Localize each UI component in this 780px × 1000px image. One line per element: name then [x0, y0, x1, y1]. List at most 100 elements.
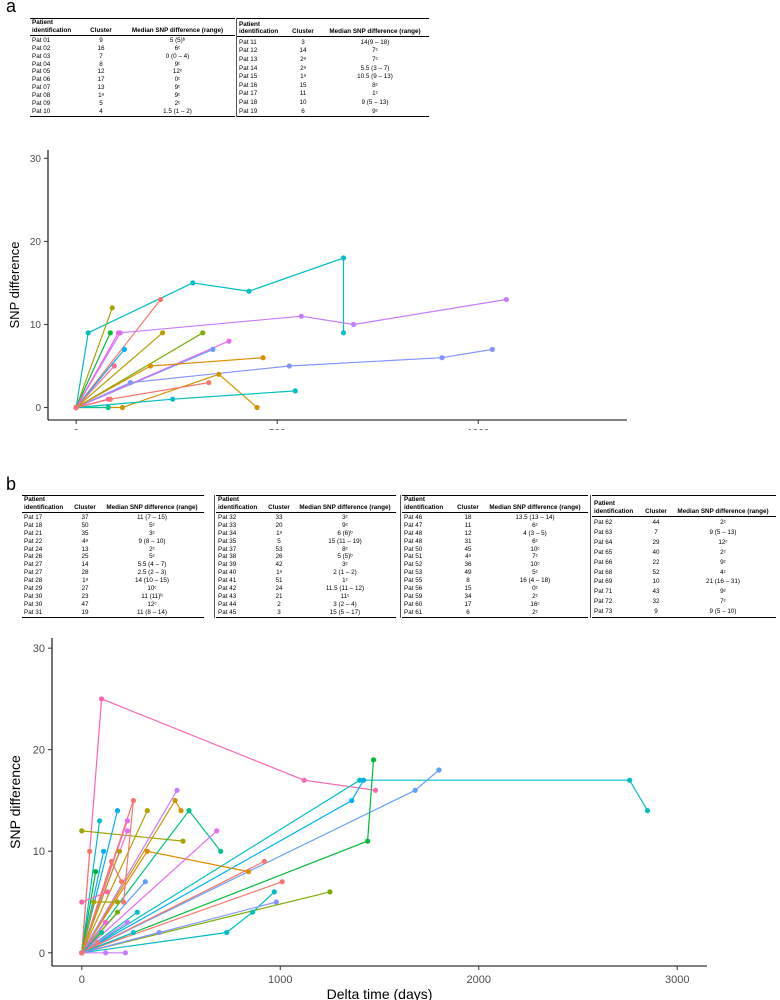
data-point-d18: [124, 818, 130, 824]
cluster-cell: 1ᵃ: [276, 529, 282, 537]
cluster-cell: 9: [99, 36, 103, 44]
cluster-cell: 50: [81, 521, 89, 529]
data-point-d7: [224, 929, 230, 936]
data-point-c15: [119, 404, 125, 411]
cluster-cell: 1ᵃ: [300, 73, 306, 81]
median-snp-cell: 9ᶜ: [174, 60, 181, 68]
data-point-c14: [260, 355, 266, 361]
median-snp-cell: 2ᶜ: [720, 519, 726, 527]
data-point-c4: [109, 305, 115, 311]
table-row: Pat 48 12 4 (3 – 5): [402, 530, 588, 538]
data-point-d10: [144, 848, 150, 854]
patient-cell: Pat 03: [32, 52, 51, 60]
cluster-cell: 9: [654, 608, 658, 615]
series-line-d2: [81, 779, 649, 954]
cluster-cell: 32: [652, 598, 660, 606]
table-row: Pat 30 23 11 (11)ᵇ: [22, 593, 204, 601]
data-point-d2: [357, 777, 363, 783]
patient-cell: Pat 45: [218, 609, 237, 617]
chart-b: 0 10 20 30 0 1000 2000 3000 Delta time (days) SNP…: [7, 638, 707, 1000]
data-point-d16: [218, 848, 224, 854]
data-point-d13: [172, 797, 178, 804]
median-snp-cell: 9 (8 – 10): [138, 537, 166, 545]
data-point-d19: [120, 899, 127, 905]
patient-cell: Pat 34: [218, 529, 237, 537]
series-line-d14: [81, 789, 178, 954]
x-tick-label: 0: [79, 974, 85, 986]
patient-cell: Pat 71: [594, 588, 613, 596]
cluster-cell: 10: [652, 578, 660, 586]
table-row: Pat 27 28 2.5 (2 – 3): [22, 569, 204, 577]
cluster-cell: 4ᵃ: [465, 553, 471, 561]
median-snp-cell: 9ᶜ: [342, 521, 348, 529]
table-divider: [236, 18, 237, 117]
median-snp-cell: 5ᶜ: [149, 521, 155, 529]
snp-table-b-1: Patient identification Cluster Median SNP …: [22, 495, 204, 618]
table-row: Pat 40 1ᵃ 2 (1 – 2): [216, 569, 396, 577]
cluster-cell: 33: [275, 513, 283, 521]
median-snp-cell: 16ᶜ: [530, 601, 540, 609]
header-cluster: Cluster: [264, 495, 294, 513]
data-point-d30: [114, 909, 121, 915]
patient-cell: Pat 61: [404, 609, 423, 617]
patient-cell: Pat 32: [218, 513, 237, 521]
data-point-c1: [340, 330, 347, 336]
median-snp-cell: 9ᶜ: [174, 92, 181, 100]
data-point-d3: [436, 767, 442, 773]
patient-cell: Pat 39: [218, 561, 237, 569]
y-tick-label: 30: [30, 154, 42, 165]
median-snp-cell: 9 (5 – 13): [709, 529, 737, 537]
data-point-d11: [279, 879, 285, 885]
cluster-cell: 49: [464, 569, 472, 577]
median-snp-cell: 12ᶜ: [172, 68, 183, 76]
cluster-cell: 3: [277, 609, 281, 617]
data-point-d12: [79, 828, 85, 834]
table-row: Pat 73 9 9 (5 – 10): [592, 607, 776, 618]
data-point-d25: [87, 848, 93, 854]
y-tick-label: 10: [30, 320, 42, 331]
header-median: Median SNP difference (range): [670, 495, 776, 517]
patient-cell: Pat 07: [32, 84, 51, 92]
data-point-d2: [627, 777, 633, 783]
median-snp-cell: 3ᶜ: [342, 513, 348, 521]
data-point-d21: [97, 818, 103, 824]
cluster-cell: 37: [81, 513, 89, 521]
table-row: Pat 10 4 1.5 (1 – 2): [30, 108, 235, 116]
series-line-d1: [81, 698, 376, 953]
table-row: Pat 72 32 7ᶜ: [592, 597, 776, 607]
patient-cell: Pat 06: [32, 76, 51, 84]
table-row: Pat 59 34 2ᶜ: [402, 593, 588, 601]
table-row: Pat 63 7 9 (5 – 13): [592, 528, 776, 538]
median-snp-cell: 5 (5)ᵇ: [169, 36, 186, 44]
data-point-d32: [124, 919, 130, 925]
data-point-d27: [108, 858, 115, 864]
median-snp-cell: 11 (7 – 15): [137, 513, 167, 521]
data-point-c19: [206, 380, 212, 386]
header-cluster: Cluster: [70, 495, 100, 513]
y-tick-label: 0: [39, 948, 45, 960]
table-row: Pat 52 36 10ᶜ: [402, 561, 588, 569]
table-row: Pat 48 31 6ᶜ: [402, 538, 588, 546]
patient-cell: Pat 65: [594, 548, 613, 556]
header-cluster: Cluster: [454, 495, 482, 513]
data-point-d27: [118, 879, 125, 885]
median-snp-cell: 8ᶜ: [372, 81, 378, 89]
patient-cell: Pat 41: [218, 577, 237, 585]
data-point-d39: [105, 889, 111, 895]
patient-cell: Pat 08: [32, 92, 51, 100]
table-row: Pat 19 6 9ᶜ: [237, 107, 429, 116]
patient-cell: Pat 51: [404, 553, 423, 561]
header-median: Median SNP difference (range): [294, 495, 396, 513]
median-snp-cell: 9 (5 – 10): [709, 608, 737, 615]
header-patient: Patient identification: [22, 495, 70, 513]
patient-cell: Pat 35: [218, 537, 237, 545]
median-snp-cell: 0 (0 – 4): [165, 52, 190, 60]
patient-cell: Pat 42: [218, 585, 237, 593]
header-median: Median SNP difference (range): [321, 18, 429, 38]
table-row: Pat 14 2ᵃ 5.5 (3 – 7): [237, 64, 429, 73]
series-line-d7: [81, 891, 275, 954]
series-line-c4: [75, 307, 113, 408]
cluster-cell: 53: [275, 545, 283, 553]
median-snp-cell: 13.5 (13 – 14): [515, 513, 555, 521]
table-row: Pat 69 10 21 (16 – 31): [592, 577, 776, 587]
